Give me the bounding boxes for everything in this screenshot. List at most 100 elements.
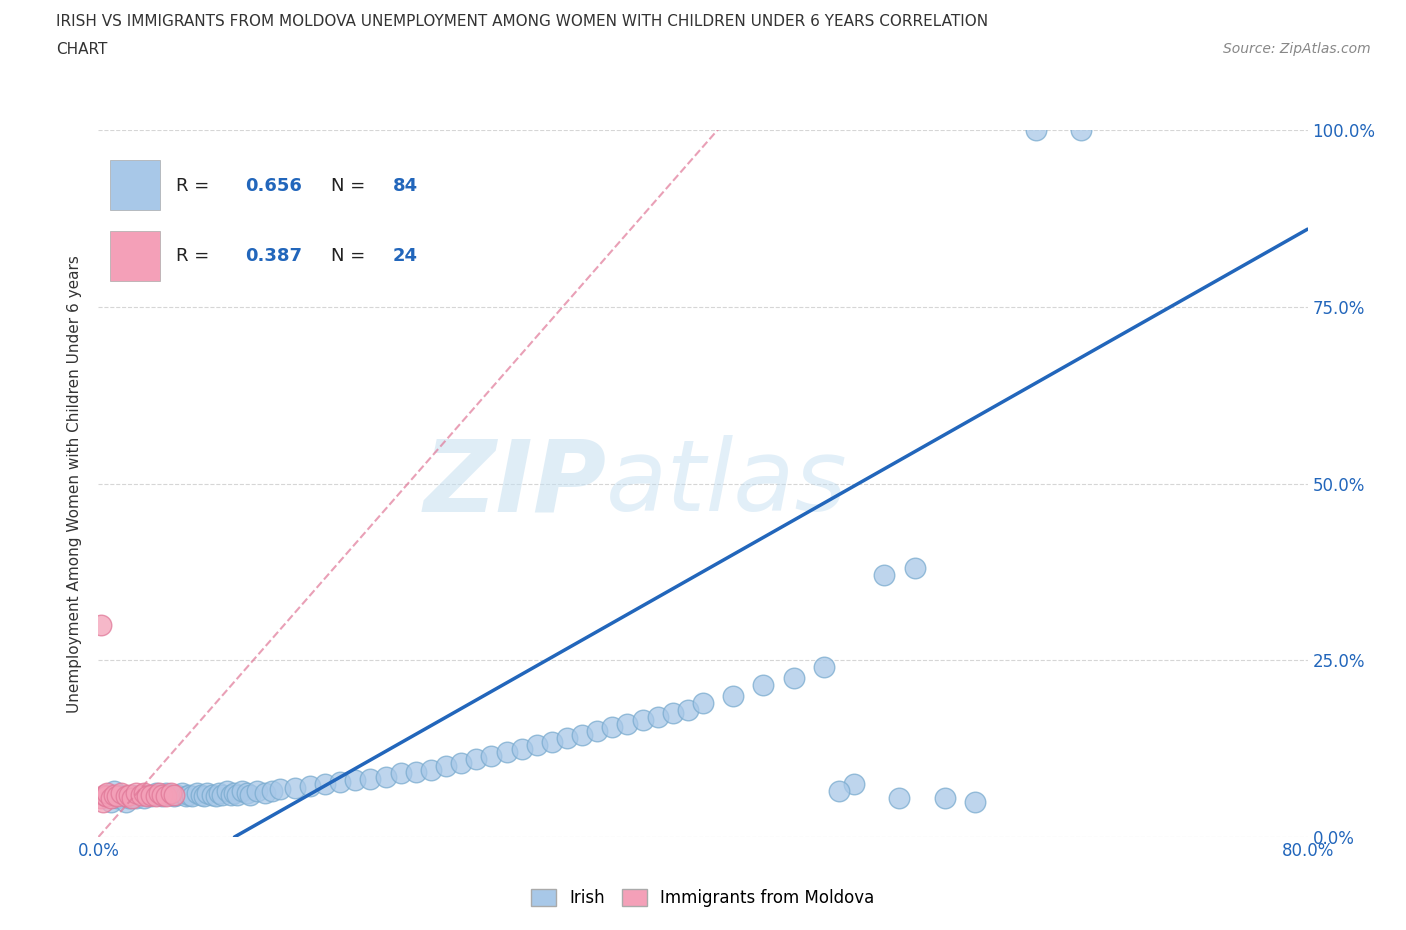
Point <box>246 784 269 799</box>
Point <box>602 720 624 735</box>
Point <box>118 790 141 805</box>
Point <box>420 763 443 777</box>
Point <box>783 671 806 685</box>
Point <box>91 794 114 809</box>
Point <box>465 751 488 766</box>
Point <box>135 789 157 804</box>
Point <box>329 775 352 790</box>
Point <box>586 724 609 738</box>
Point <box>828 784 851 799</box>
Point <box>110 786 132 801</box>
Point <box>205 789 228 804</box>
Point <box>96 786 118 801</box>
Point <box>299 778 322 793</box>
Point <box>179 787 201 802</box>
Point <box>118 787 141 802</box>
Point <box>904 561 927 576</box>
Point <box>148 786 170 801</box>
Point <box>145 786 167 801</box>
Point <box>155 786 177 801</box>
Point <box>100 790 122 805</box>
Point <box>647 710 669 724</box>
Point <box>405 764 427 779</box>
Point <box>125 786 148 801</box>
Point <box>481 749 503 764</box>
Point <box>616 716 638 731</box>
Point <box>231 784 253 799</box>
Point <box>103 784 125 799</box>
Point <box>211 787 233 802</box>
Point <box>1070 123 1092 138</box>
Point <box>844 777 866 791</box>
Point <box>93 787 115 802</box>
Point <box>314 777 336 791</box>
Point <box>163 787 186 802</box>
Legend: Irish, Immigrants from Moldova: Irish, Immigrants from Moldova <box>524 882 882 913</box>
Point <box>114 794 136 809</box>
Point <box>125 790 148 805</box>
Point <box>540 734 562 749</box>
Point <box>100 794 122 809</box>
Text: atlas: atlas <box>606 435 848 532</box>
Point <box>170 786 193 801</box>
Point <box>239 787 262 802</box>
Point <box>676 702 699 717</box>
Point <box>163 789 186 804</box>
Point <box>723 688 745 703</box>
Point <box>434 759 457 774</box>
Point <box>389 766 412 781</box>
Point <box>965 794 987 809</box>
Point <box>495 745 517 760</box>
Point <box>150 787 173 802</box>
Point <box>1024 123 1046 138</box>
Point <box>344 773 367 788</box>
Point <box>129 787 152 802</box>
Point <box>374 769 396 784</box>
Point <box>132 786 155 801</box>
Point <box>555 731 578 746</box>
Point <box>160 786 183 801</box>
Point <box>208 786 231 801</box>
Point <box>94 789 117 804</box>
Point <box>141 789 163 804</box>
Point <box>889 790 911 805</box>
Point <box>155 789 177 804</box>
Point <box>148 787 170 802</box>
Point <box>510 741 533 756</box>
Point <box>201 787 224 802</box>
Point <box>174 789 197 804</box>
Point <box>526 737 548 752</box>
Point <box>121 787 143 802</box>
Point <box>103 787 125 802</box>
Point <box>253 786 276 801</box>
Point <box>145 789 167 804</box>
Point <box>132 790 155 805</box>
Point <box>186 786 208 801</box>
Point <box>215 784 238 799</box>
Point <box>160 787 183 802</box>
Point <box>135 787 157 802</box>
Text: ZIP: ZIP <box>423 435 606 532</box>
Point <box>150 789 173 804</box>
Point <box>934 790 956 805</box>
Point <box>141 787 163 802</box>
Point <box>226 787 249 802</box>
Point <box>662 706 685 721</box>
Point <box>110 787 132 802</box>
Point <box>190 787 212 802</box>
Point <box>631 713 654 728</box>
Point <box>221 787 243 802</box>
Point <box>692 696 714 711</box>
Point <box>105 790 128 805</box>
Point <box>90 618 112 632</box>
Point <box>94 787 117 802</box>
Point <box>224 786 246 801</box>
Point <box>269 781 291 796</box>
Point <box>121 790 143 805</box>
Text: CHART: CHART <box>56 42 108 57</box>
Point <box>752 678 775 693</box>
Point <box>193 789 215 804</box>
Point <box>284 780 307 795</box>
Point <box>129 787 152 802</box>
Text: IRISH VS IMMIGRANTS FROM MOLDOVA UNEMPLOYMENT AMONG WOMEN WITH CHILDREN UNDER 6 : IRISH VS IMMIGRANTS FROM MOLDOVA UNEMPLO… <box>56 14 988 29</box>
